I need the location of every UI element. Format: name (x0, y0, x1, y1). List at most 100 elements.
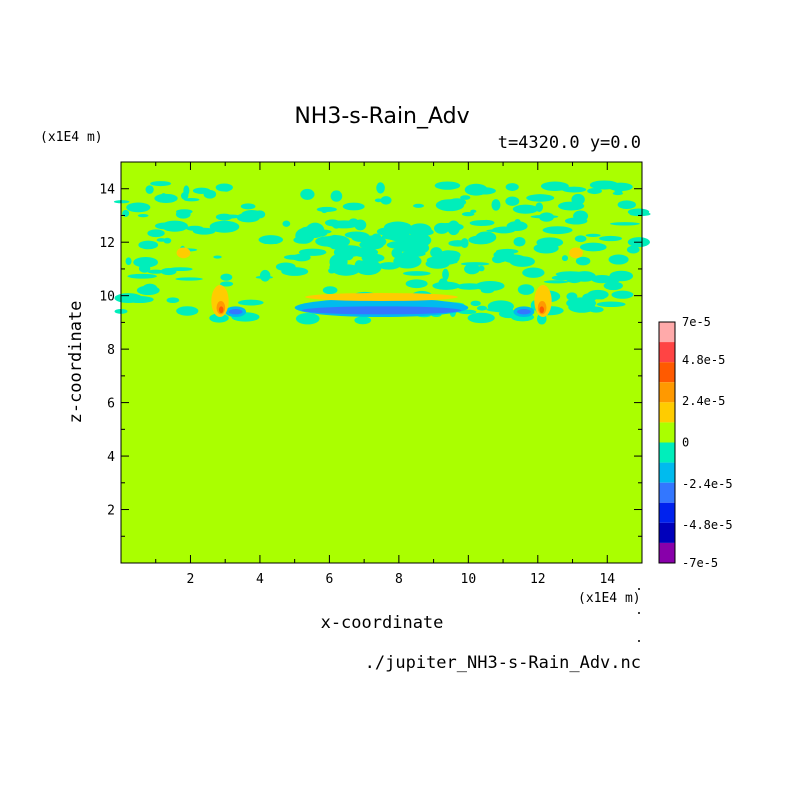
contour-patch (228, 309, 243, 315)
contour-patch (561, 186, 587, 193)
y-tick-label: 2 (107, 504, 115, 519)
contour-patch (611, 290, 634, 299)
contour-patch (566, 292, 578, 301)
contour-patch (626, 245, 640, 254)
contour-patch (113, 200, 130, 204)
contour-patch (133, 257, 159, 268)
contour-patch (145, 185, 154, 194)
contour-patch (175, 209, 191, 219)
contour-patch (579, 242, 607, 252)
colorbar-label: 4.8e-5 (682, 353, 725, 367)
corner-dots (638, 588, 640, 642)
contour-patch (355, 259, 382, 276)
contour-patch (512, 204, 539, 214)
contour-patch (480, 288, 495, 294)
contour-patch (405, 279, 428, 289)
colorbar-swatch (659, 462, 675, 483)
contour-patch (348, 218, 359, 226)
colorbar-swatch (659, 502, 675, 523)
contour-patch (493, 250, 515, 260)
contour-patch (506, 221, 528, 231)
x-tick-label: 4 (256, 572, 264, 587)
contour-patch (301, 306, 462, 315)
contour-patch (517, 284, 535, 295)
contour-patch (330, 190, 343, 202)
contour-patch (522, 267, 545, 278)
contour-patch (505, 183, 519, 191)
contour-patch (505, 196, 520, 206)
contour-patch (240, 203, 256, 210)
x-tick-label: 14 (599, 572, 615, 587)
contour-patch (300, 188, 315, 200)
contour-patch (292, 253, 311, 262)
colorbar-swatch (659, 522, 675, 543)
chart-title: NH3-s-Rain_Adv (294, 104, 469, 129)
x-axis-ticks: 2 4 6 8 10 12 14 (155, 162, 615, 587)
contour-patch (406, 241, 430, 255)
contour-patch (333, 225, 340, 229)
contour-patch (213, 255, 222, 259)
contour-patch (236, 212, 260, 223)
y-tick-label: 14 (99, 183, 115, 198)
contour-patch (138, 240, 159, 250)
contour-patch (126, 202, 151, 213)
contour-patch (435, 199, 465, 212)
contour-level-blue (228, 306, 531, 315)
colorbar-swatch (659, 542, 675, 563)
contour-patch (460, 195, 471, 200)
colorbar-swatch (659, 442, 675, 463)
x-tick-label: 10 (461, 572, 477, 587)
y-axis-label: z-coordinate (66, 301, 86, 424)
contour-patch (354, 316, 372, 325)
colorbar-frame (658, 321, 676, 564)
y-tick-label: 8 (107, 343, 115, 358)
contour-patch (160, 193, 168, 202)
contour-patch (464, 183, 488, 196)
contour-patch (448, 240, 468, 247)
contour-level-cyan (113, 180, 651, 325)
contour-patch (126, 296, 154, 304)
contour-patch (238, 299, 264, 306)
contour-patch (361, 253, 385, 263)
contour-patch (491, 199, 501, 211)
contour-patch (530, 214, 559, 219)
y-axis-ticks: 2 4 6 8 10 12 14 (99, 183, 642, 537)
contour-patch (176, 306, 199, 316)
contour-patch (259, 269, 271, 282)
contour-patch (220, 281, 234, 287)
y-tick-label: 6 (107, 397, 115, 412)
contour-patch (464, 263, 480, 275)
contour-patch (442, 268, 449, 281)
contour-patch (393, 253, 422, 269)
contour-patch (557, 201, 585, 211)
contour-patch (577, 257, 588, 265)
colorbar-label: -4.8e-5 (682, 518, 733, 532)
contour-patch (569, 247, 583, 259)
contour-patch (526, 194, 555, 202)
contour-patch (533, 243, 559, 254)
contour-patch (380, 196, 392, 205)
plot-background (121, 162, 642, 563)
contour-features (113, 180, 651, 325)
contour-patch (344, 231, 368, 239)
contour-patch (456, 283, 483, 290)
contour-patch (391, 248, 403, 259)
contour-patch (617, 200, 636, 210)
colorbar-label: -2.4e-5 (682, 477, 733, 491)
contour-patch (342, 202, 365, 211)
contour-patch (627, 208, 650, 216)
contour-patch (434, 181, 461, 190)
contour-patch (476, 305, 488, 311)
contour-patch (137, 214, 149, 218)
contour-patch (322, 286, 338, 295)
contour-patch (142, 283, 158, 293)
contour-patch (360, 235, 387, 248)
contour-patch (192, 187, 211, 194)
contour-patch (403, 271, 431, 276)
contour-patch (218, 306, 224, 314)
x-tick-label: 6 (325, 572, 333, 587)
contour-patch (220, 273, 233, 281)
x-tick-label: 12 (530, 572, 546, 587)
contour-patch (376, 182, 385, 194)
